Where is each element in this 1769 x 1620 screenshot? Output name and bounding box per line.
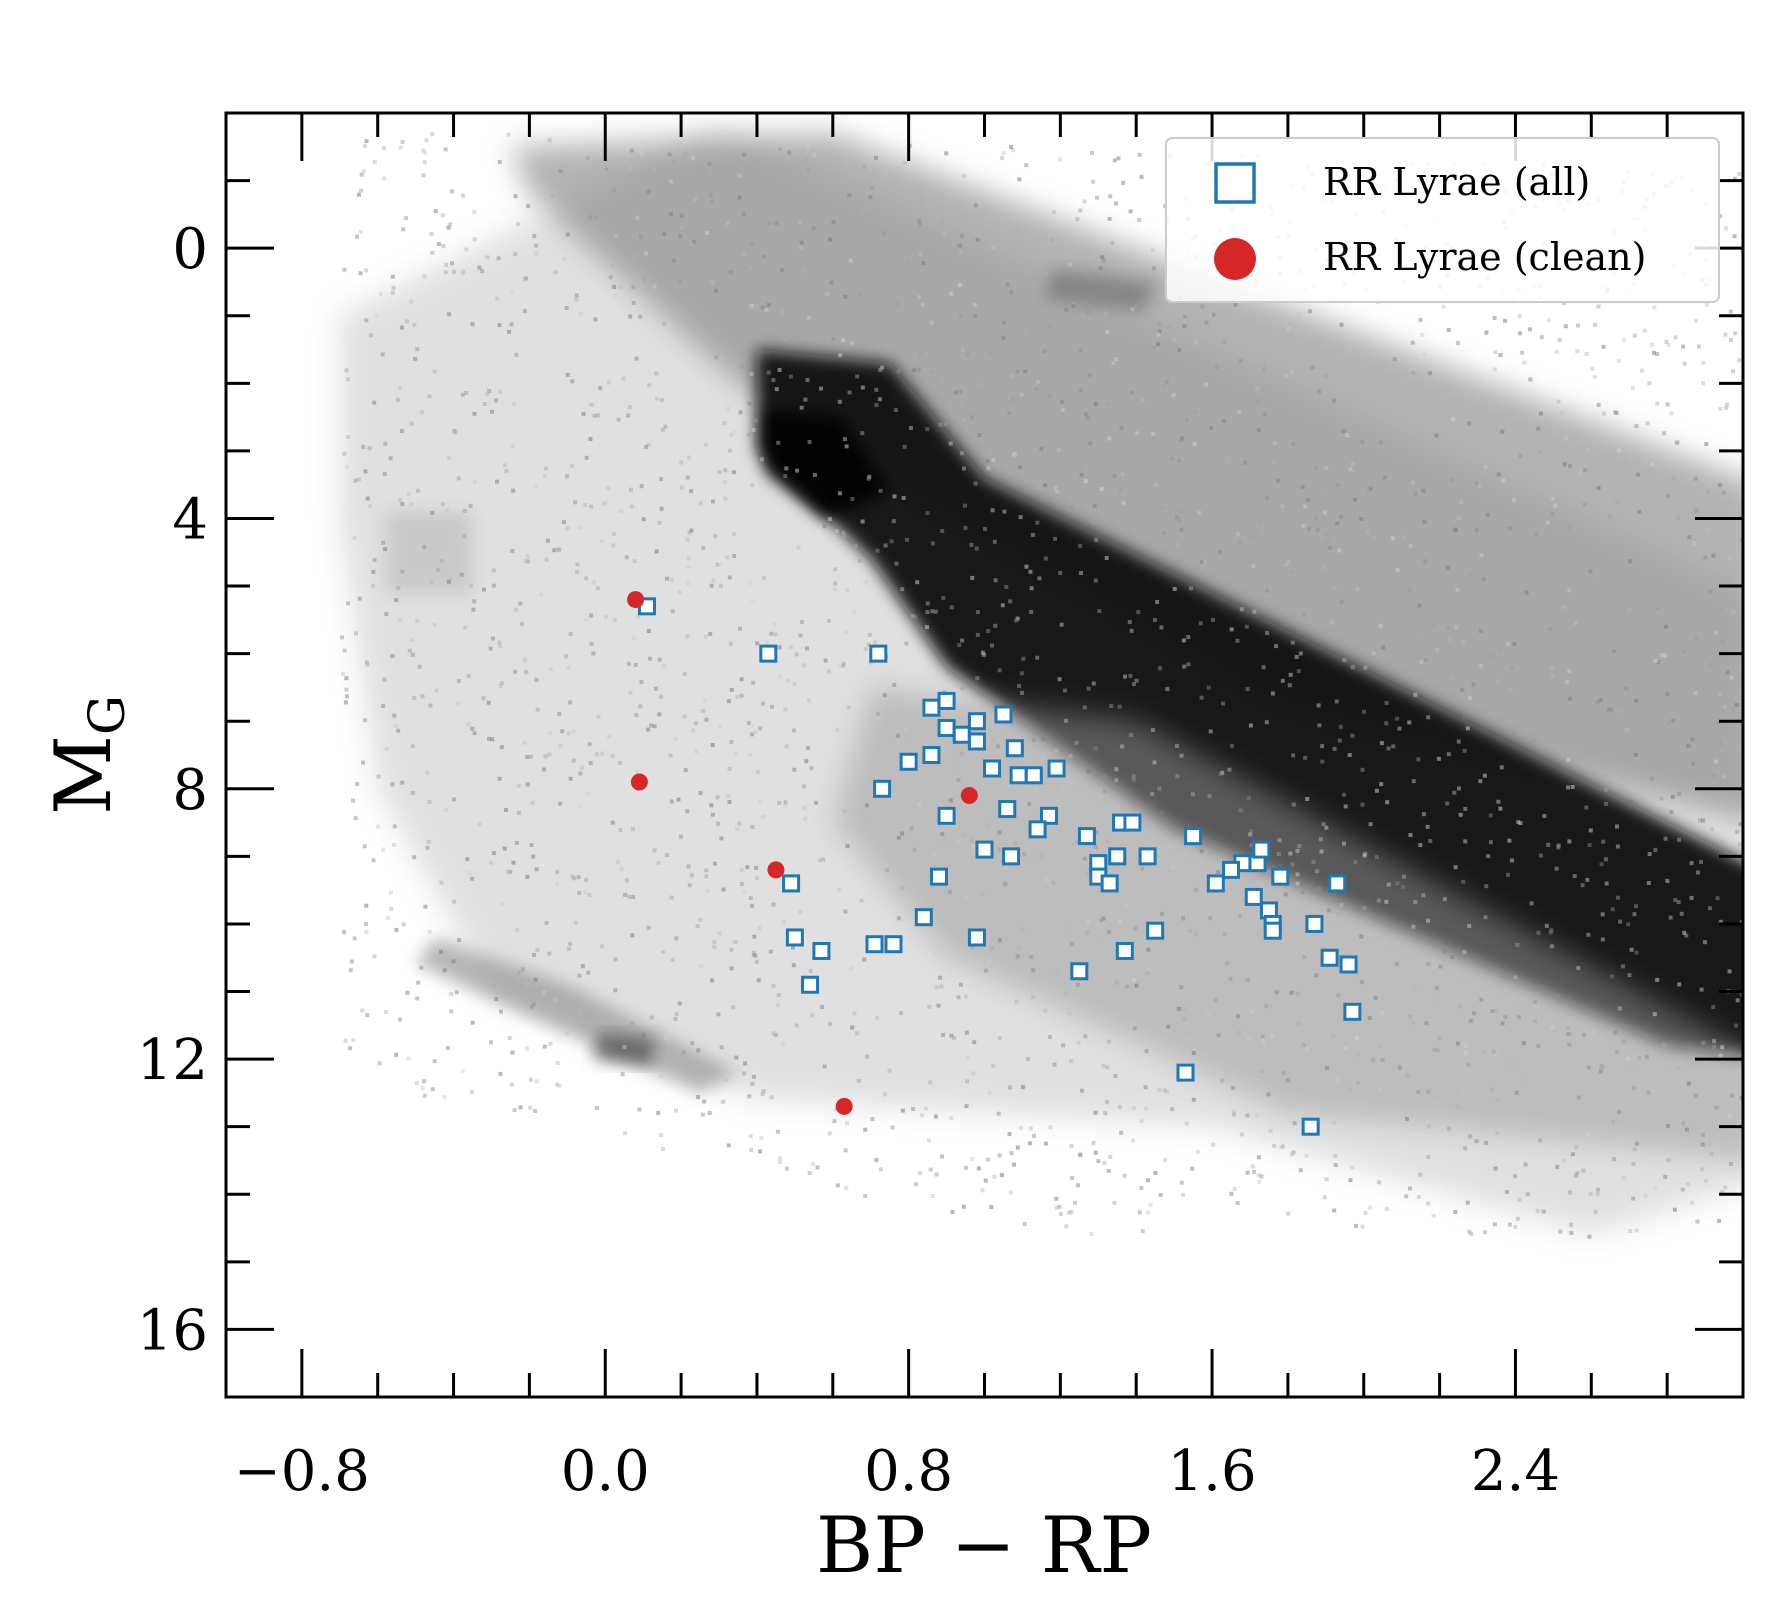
rr-lyrae-all-point <box>1039 806 1058 825</box>
rr-lyrae-all-point <box>1100 874 1119 893</box>
rr-lyrae-all-point <box>937 691 956 710</box>
y-axis-label-sub: G <box>78 695 136 735</box>
legend-box <box>1165 137 1720 303</box>
rr-lyrae-all-point <box>1005 739 1024 758</box>
legend-marker-rr-lyrae-clean <box>1214 238 1256 280</box>
rr-lyrae-all-point <box>785 928 804 947</box>
rr-lyrae-all-point <box>1184 827 1203 846</box>
rr-lyrae-all-point <box>967 712 986 731</box>
rr-lyrae-all-point <box>1339 955 1358 974</box>
x-tick-label: 2.4 <box>1471 1439 1560 1504</box>
rr-lyrae-clean-point <box>630 773 648 791</box>
rr-lyrae-all-point <box>967 928 986 947</box>
rr-lyrae-clean-point <box>835 1097 853 1115</box>
rr-lyrae-all-point <box>922 698 941 717</box>
rr-lyrae-all-point <box>1301 1117 1320 1136</box>
rr-lyrae-all-point <box>869 644 888 663</box>
rr-lyrae-clean-point <box>767 861 785 879</box>
y-axis-label: MG <box>39 695 136 815</box>
rr-lyrae-all-point <box>952 725 971 744</box>
rr-lyrae-all-point <box>967 732 986 751</box>
rr-lyrae-all-point <box>1024 766 1043 785</box>
rr-lyrae-all-point <box>759 644 778 663</box>
rr-lyrae-all-point <box>975 840 994 859</box>
rr-lyrae-all-point <box>1271 867 1290 886</box>
rr-lyrae-all-point <box>1009 766 1028 785</box>
rr-lyrae-all-point <box>1146 921 1165 940</box>
axis-tick-labels: −0.8 0.0 0.8 1.6 2.4 0 4 8 12 16 <box>137 217 1560 1504</box>
rr-lyrae-clean-point <box>627 591 645 609</box>
rr-lyrae-all-point <box>1047 759 1066 778</box>
rr-lyrae-all-point <box>998 800 1017 819</box>
rr-lyrae-all-point <box>1252 840 1271 859</box>
rr-lyrae-all-point <box>983 759 1002 778</box>
legend: RR Lyrae (all) RR Lyrae (clean) <box>1165 137 1720 303</box>
x-tick-label: −0.8 <box>234 1439 370 1504</box>
rr-lyrae-all-point <box>1108 847 1127 866</box>
x-axis-label: BP − RP <box>816 1501 1152 1591</box>
rr-lyrae-all-point <box>1176 1063 1195 1082</box>
x-tick-label: 0.8 <box>864 1439 953 1504</box>
rr-lyrae-all-point <box>1244 887 1263 906</box>
rr-lyrae-all-point <box>1263 921 1282 940</box>
rr-lyrae-all-point <box>801 975 820 994</box>
rr-lyrae-all-point <box>1222 860 1241 879</box>
rr-lyrae-all-point <box>994 705 1013 724</box>
rr-lyrae-all-point <box>1328 874 1347 893</box>
rr-lyrae-all-point <box>1206 874 1225 893</box>
rr-lyrae-all-point <box>1070 962 1089 981</box>
rr-lyrae-all-point <box>922 746 941 764</box>
rr-lyrae-all-point <box>865 935 884 954</box>
y-tick-label: 0 <box>172 217 208 282</box>
rr-lyrae-all-point <box>1028 820 1047 839</box>
rr-lyrae-clean-point <box>960 787 978 805</box>
rr-lyrae-all-point <box>1320 948 1339 967</box>
y-tick-label: 4 <box>172 487 208 552</box>
rr-lyrae-all-point <box>812 941 831 960</box>
rr-lyrae-all-point <box>899 752 918 771</box>
rr-lyrae-all-point <box>1138 847 1157 866</box>
rr-lyrae-all-point <box>914 908 933 927</box>
rr-lyrae-all-point <box>1002 847 1021 866</box>
rr-lyrae-all-point <box>873 779 892 798</box>
background-density <box>339 126 1743 1239</box>
x-tick-label: 1.6 <box>1168 1439 1257 1504</box>
axis-ticks <box>226 113 1743 1397</box>
svg-text:MG: MG <box>39 695 136 815</box>
y-tick-label: 8 <box>172 758 208 823</box>
rr-lyrae-all-point <box>1343 1002 1362 1021</box>
rr-lyrae-all-point <box>782 874 801 893</box>
series-rr-lyrae-clean <box>627 591 978 1115</box>
rr-lyrae-all-point <box>937 718 956 737</box>
rr-lyrae-all-point <box>1305 914 1324 933</box>
rr-lyrae-all-point <box>929 867 948 886</box>
rr-lyrae-all-point <box>884 935 903 954</box>
rr-lyrae-all-point <box>1077 827 1096 846</box>
legend-label-rr-lyrae-clean: RR Lyrae (clean) <box>1323 235 1646 279</box>
y-tick-label: 12 <box>137 1028 208 1093</box>
rr-lyrae-all-point <box>1123 813 1142 832</box>
y-tick-label: 16 <box>137 1298 208 1363</box>
legend-marker-rr-lyrae-all <box>1214 162 1256 204</box>
rr-lyrae-all-point <box>937 806 956 825</box>
x-tick-label: 0.0 <box>561 1439 650 1504</box>
series-rr-lyrae-all <box>637 597 1362 1136</box>
legend-label-rr-lyrae-all: RR Lyrae (all) <box>1323 160 1590 204</box>
rr-lyrae-all-point <box>1115 941 1134 960</box>
y-axis-label-main: M <box>39 735 129 815</box>
